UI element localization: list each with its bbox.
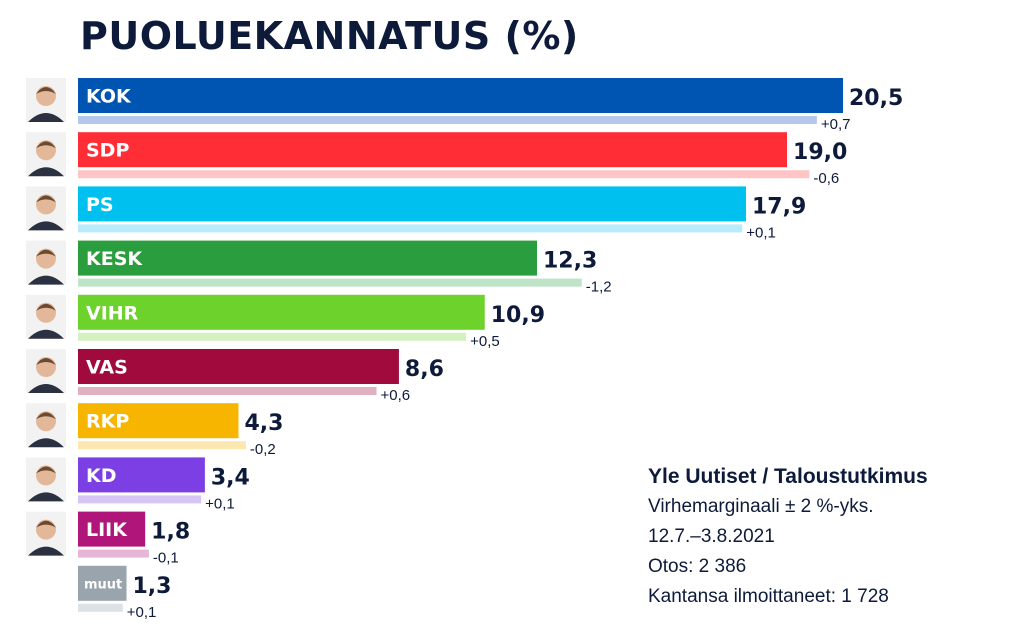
- value-label-liik: 1,8: [151, 520, 190, 545]
- change-label-ps: +0,1: [746, 224, 776, 241]
- bar-vas: [78, 349, 399, 384]
- prev-bar-vihr: [78, 332, 467, 341]
- bar-label-vihr: VIHR: [86, 302, 139, 324]
- respondents-count: Kantansa ilmoittaneet: 1 728: [648, 586, 889, 607]
- bar-vihr: [78, 294, 485, 330]
- change-label-sdp: -0,6: [813, 170, 839, 187]
- value-label-vihr: 10,9: [491, 303, 545, 328]
- change-label-rkp: -0,2: [250, 441, 276, 458]
- value-label-ps: 17,9: [752, 194, 806, 219]
- bar-ps: [78, 186, 746, 222]
- source-info: Yle Uutiset / Taloustutkimus Virhemargin…: [648, 462, 928, 612]
- change-label-liik: -0,1: [153, 550, 179, 567]
- avatar-rkp: [26, 403, 66, 448]
- avatar-ps: [26, 186, 66, 231]
- avatar-kok: [26, 78, 66, 122]
- prev-bar-kesk: [78, 278, 582, 287]
- avatar-liik: [26, 511, 66, 556]
- value-label-kok: 20,5: [849, 86, 903, 111]
- bar-label-sdp: SDP: [86, 140, 129, 162]
- prev-bar-sdp: [78, 170, 810, 179]
- prev-bar-kd: [78, 495, 202, 504]
- bar-kesk: [78, 240, 537, 276]
- avatar-vihr: [26, 294, 66, 339]
- avatar-kd: [26, 457, 66, 502]
- bar-sdp: [78, 132, 788, 168]
- change-label-kok: +0,7: [821, 116, 851, 133]
- bar-label-ps: PS: [86, 194, 114, 216]
- bar-rkp: [78, 403, 239, 439]
- bar-label-kok: KOK: [86, 86, 132, 108]
- change-label-kd: +0,1: [205, 495, 235, 512]
- avatar-sdp: [26, 132, 66, 177]
- bar-label-rkp: RKP: [86, 411, 129, 433]
- value-label-kesk: 12,3: [543, 249, 597, 274]
- change-label-vihr: +0,5: [470, 333, 500, 350]
- change-label-kesk: -1,2: [586, 279, 612, 296]
- bar-kd: [78, 457, 205, 493]
- value-label-rkp: 4,3: [244, 411, 283, 436]
- value-label-muut: 1,3: [133, 574, 172, 599]
- prev-bar-ps: [78, 224, 743, 233]
- chart-title: PUOLUEKANNATUS (%): [80, 14, 579, 58]
- value-label-sdp: 19,0: [793, 140, 847, 165]
- value-label-vas: 8,6: [405, 357, 444, 382]
- margin-of-error: Virhemarginaali ± 2 %-yks.: [648, 496, 874, 517]
- prev-bar-muut: [78, 603, 123, 612]
- bar-liik: [78, 511, 146, 547]
- bar-label-liik: LIIK: [86, 519, 128, 541]
- prev-bar-rkp: [78, 441, 246, 450]
- bar-label-kd: KD: [86, 465, 117, 487]
- avatar-kesk: [26, 240, 66, 285]
- sample-size: Otos: 2 386: [648, 556, 747, 577]
- prev-bar-vas: [78, 387, 377, 395]
- prev-bar-kok: [78, 116, 817, 124]
- bar-label-kesk: KESK: [86, 248, 143, 270]
- change-label-vas: +0,6: [381, 387, 411, 404]
- source-head: Yle Uutiset / Taloustutkimus: [648, 465, 928, 488]
- change-label-muut: +0,1: [127, 604, 157, 621]
- prev-bar-liik: [78, 549, 149, 558]
- value-label-kd: 3,4: [211, 465, 250, 490]
- bar-label-muut: muut: [84, 577, 122, 592]
- survey-period: 12.7.–3.8.2021: [648, 526, 775, 547]
- avatar-vas: [26, 349, 66, 393]
- bar-muut: [78, 565, 127, 601]
- bar-label-vas: VAS: [86, 357, 128, 379]
- bar-kok: [78, 78, 843, 113]
